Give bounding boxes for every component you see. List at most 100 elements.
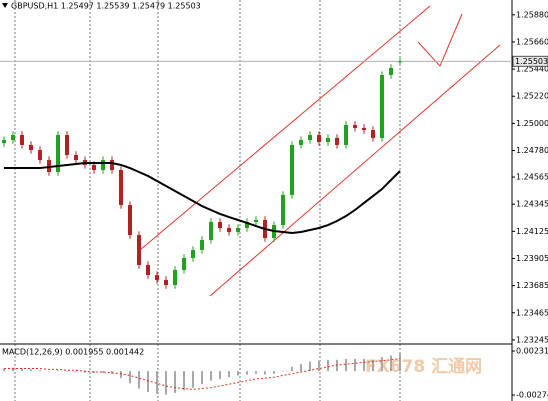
watermark: FX678 汇通网 [365,357,482,377]
macd-bar [210,371,212,381]
candle-body [110,160,114,171]
macd-bar [156,371,158,394]
macd-signal [4,358,401,390]
macd-bar [255,371,257,374]
candle-body [137,235,141,266]
macd-bar [291,366,293,372]
macd-bar [264,371,266,375]
candle-body [128,205,132,236]
macd-bar [165,371,167,395]
symbol-menu-icon [2,3,8,8]
candle-body [308,134,312,141]
macd-bar [201,371,203,385]
macd-bar [228,371,230,378]
macd-bar [48,371,50,372]
macd-bar [3,368,5,372]
macd-bar [129,371,131,384]
candle-body [38,150,42,161]
macd-title: MACD(12,26,9) 0.001955 0.001442 [2,348,144,357]
macd-bar [174,371,176,393]
candle-body [92,164,96,171]
y-tick-label: 1.25220 [516,92,548,101]
candle-body [344,124,348,145]
y-tick-label: 0.00231 [516,347,548,356]
macd-bar [183,371,185,391]
macd-bar [354,358,356,372]
macd-bar [147,371,149,393]
candle-body [47,160,51,172]
last-price-box [512,55,548,67]
candle-body [227,228,231,232]
macd-bar [75,371,77,372]
macd-bar [327,359,329,372]
y-tick-label: 1.24780 [516,146,548,155]
y-tick-label: 1.25660 [516,37,548,46]
chart-title: GBPUSD,H1 1.25497 1.25539 1.25479 1.2550… [11,2,201,11]
candle-body [209,221,213,240]
macd-bar [390,355,392,372]
candle-body [353,124,357,128]
y-tick-label: 1.24125 [516,227,548,236]
macd-bar [30,369,32,372]
macd-bar [309,361,311,372]
macd-bar [138,371,140,389]
candle-body [29,144,33,151]
y-tick-label: 1.25880 [516,10,548,19]
macd-bar [381,357,383,372]
macd-bar [93,371,95,373]
candle-body [218,221,222,229]
macd-bar [345,358,347,372]
macd-bar [21,368,23,372]
y-tick-label: 1.25440 [516,65,548,74]
macd-bar [399,354,401,372]
candle-body [191,249,195,258]
trend-channel [139,5,501,297]
candle-body [389,67,393,76]
macd-bar [318,360,320,372]
candle-body [245,221,249,229]
macd-bar [363,358,365,372]
macd-bar [57,370,59,372]
y-tick-label: 1.23685 [516,281,548,290]
candle-body [398,61,402,63]
macd-bar [282,371,284,372]
candle-body [20,134,24,145]
y-tick-label: 1.23905 [516,254,548,263]
candle-body [2,140,6,144]
candle-body [173,269,177,286]
candle-body [236,228,240,232]
macd-bar [300,364,302,372]
candle-body [56,134,60,172]
y-tick-label: 1.24345 [516,200,548,209]
y-tick-label: 1.24565 [516,173,548,182]
candle-body [164,279,168,286]
y-tick-label: 1.23465 [516,308,548,317]
candle-body [362,127,366,131]
candle-body [101,160,105,171]
candle-body [371,130,375,138]
y-tick-label: 1.25000 [516,119,548,128]
macd-bar [273,371,275,374]
macd-bar [39,370,41,372]
candle-body [317,134,321,143]
macd-bar [372,359,374,372]
candle-body [326,137,330,143]
candle-body [182,257,186,270]
candle-body [200,239,204,250]
candle-body [74,154,78,161]
candle-body [65,134,69,155]
candle-body [335,137,339,145]
macd-bar [12,367,14,372]
last-price-label: 1.25503 [515,57,548,66]
macd-bar [246,371,248,375]
candle-body [299,140,303,145]
macd-bar [102,371,104,373]
candle-body [11,134,15,141]
moving-average [4,161,401,234]
macd-bar [192,371,194,388]
candle-body [119,170,123,206]
macd-bar [84,371,86,373]
macd-bar [237,371,239,376]
candle-body [146,265,150,276]
